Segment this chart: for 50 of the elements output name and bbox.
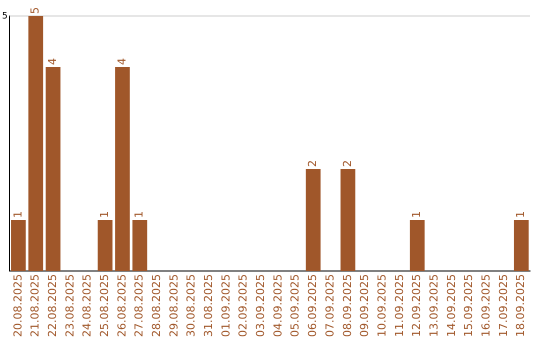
- data-label: 5: [28, 7, 42, 14]
- x-tick-label: 05.09.2025: [288, 274, 302, 338]
- x-tick-label: 14.09.2025: [444, 274, 458, 338]
- x-tick-label: 06.09.2025: [306, 274, 320, 338]
- data-label: 4: [115, 58, 128, 66]
- x-tick-label: 16.09.2025: [480, 274, 493, 338]
- data-label: 1: [11, 211, 24, 218]
- x-tick-label: 25.08.2025: [98, 274, 111, 338]
- data-label: 1: [410, 211, 424, 218]
- x-tick-label: 26.08.2025: [115, 274, 128, 338]
- x-tick-label: 11.09.2025: [392, 274, 406, 338]
- x-tick-label: 17.09.2025: [496, 274, 510, 338]
- bar: [306, 169, 321, 272]
- x-tick-label: 30.08.2025: [184, 274, 198, 338]
- data-label: 1: [132, 211, 146, 218]
- x-tick-label: 18.09.2025: [514, 274, 528, 338]
- x-tick-label: 02.09.2025: [236, 274, 250, 338]
- x-tick-label: 12.09.2025: [410, 274, 424, 338]
- x-tick-label: 08.09.2025: [340, 274, 354, 338]
- bar: [46, 67, 60, 272]
- x-tick-label: 20.08.2025: [11, 274, 24, 338]
- x-tick-label: 01.09.2025: [219, 274, 232, 338]
- x-tick-label: 04.09.2025: [271, 274, 284, 338]
- x-tick-label: 09.09.2025: [358, 274, 372, 338]
- bar: [115, 67, 130, 272]
- bar: [340, 169, 356, 272]
- x-tick-label: 07.09.2025: [323, 274, 336, 338]
- bar: [98, 220, 112, 272]
- x-tick-label: 10.09.2025: [375, 274, 388, 338]
- data-label: 4: [46, 58, 59, 66]
- bar: [410, 220, 425, 272]
- bar: [28, 16, 44, 272]
- x-tick-label: 13.09.2025: [427, 274, 440, 338]
- x-tick-label: 27.08.2025: [132, 274, 146, 338]
- x-tick-label: 21.08.2025: [28, 274, 42, 338]
- x-tick-label: 29.08.2025: [167, 274, 180, 338]
- bar: [11, 220, 26, 272]
- x-tick-label: 28.08.2025: [150, 274, 163, 338]
- bar: [514, 220, 529, 272]
- x-tick-label: 15.09.2025: [462, 274, 476, 338]
- x-tick-label: 23.08.2025: [63, 274, 76, 338]
- bar: [132, 220, 148, 272]
- data-label: 1: [514, 211, 528, 218]
- x-tick-label: 31.08.2025: [202, 274, 216, 338]
- data-label: 2: [340, 160, 354, 168]
- data-label: 1: [98, 211, 111, 218]
- x-tick-label: 03.09.2025: [254, 274, 268, 338]
- data-label: 2: [306, 160, 320, 168]
- x-tick-label: 22.08.2025: [46, 274, 59, 338]
- x-tick-label: 24.08.2025: [80, 274, 94, 338]
